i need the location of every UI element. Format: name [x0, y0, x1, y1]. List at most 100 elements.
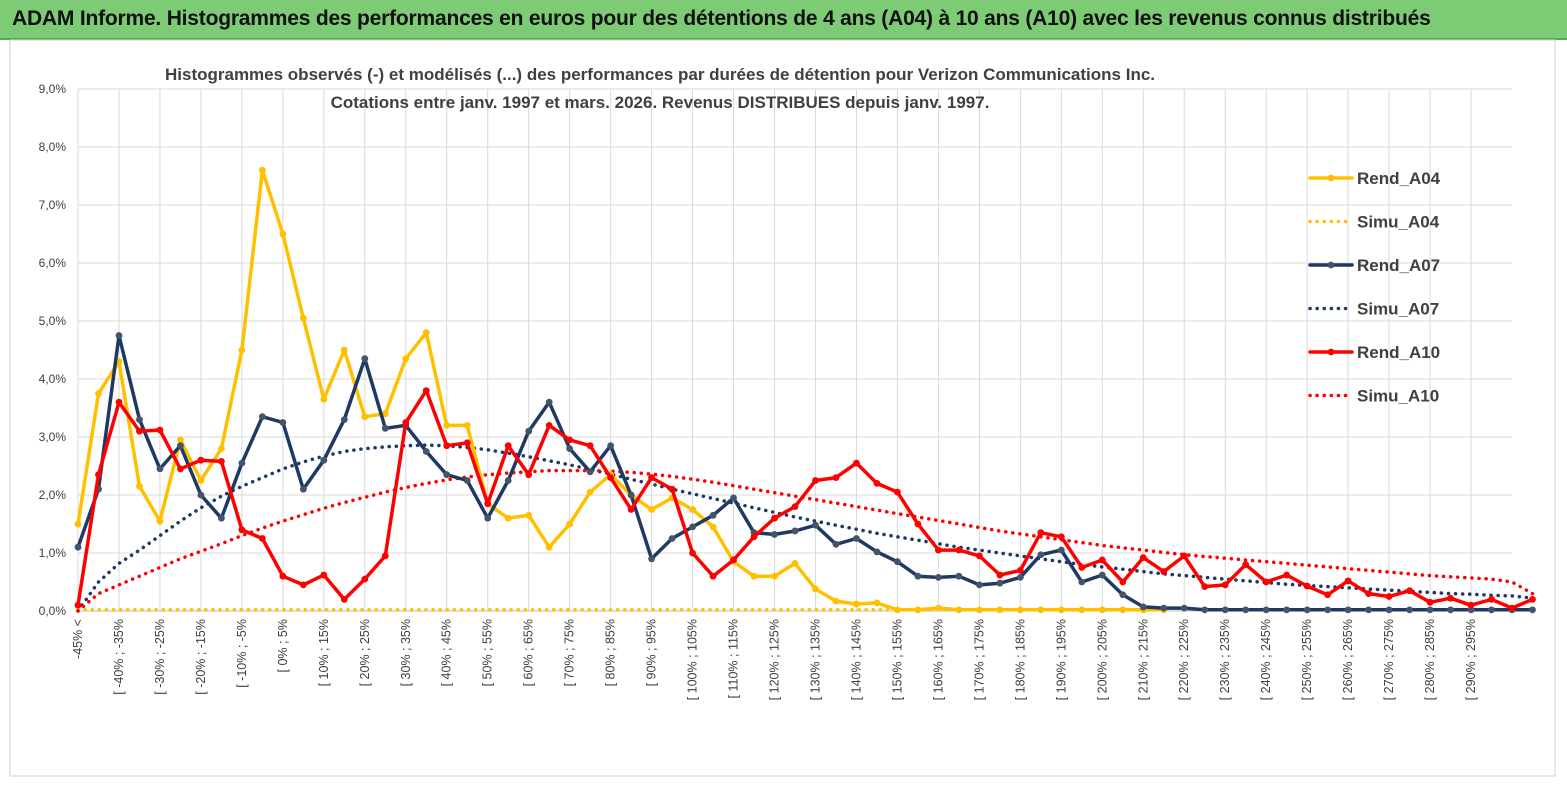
data-point-rend-a10: [935, 546, 942, 554]
y-tick-label: 5,0%: [39, 314, 67, 328]
data-point-rend-a07: [463, 477, 471, 484]
data-point-rend-a10: [1303, 582, 1311, 590]
data-point-rend-a07: [1221, 606, 1229, 614]
x-tick-label: [ 100% ; 105%: [686, 619, 700, 700]
data-point-rend-a10: [1221, 581, 1229, 589]
x-tick-label: [ 110% ; 115%: [727, 619, 741, 698]
x-tick-label: [ 250% ; 255%: [1300, 619, 1314, 700]
data-point-rend-a07: [320, 456, 328, 464]
y-tick-label: 1,0%: [39, 546, 67, 560]
data-point-rend-a04: [812, 585, 819, 593]
data-point-rend-a10: [566, 436, 574, 444]
data-point-rend-a04: [894, 606, 901, 614]
data-point-rend-a10: [709, 572, 717, 580]
data-point-rend-a04: [1016, 606, 1024, 614]
data-point-rend-a10: [95, 471, 102, 479]
data-point-rend-a10: [894, 488, 901, 496]
data-point-rend-a07: [1283, 606, 1291, 614]
data-point-rend-a04: [381, 410, 389, 418]
data-point-rend-a07: [1324, 606, 1332, 614]
data-point-rend-a07: [525, 427, 533, 435]
x-tick-label: [ 30% ; 35%: [399, 619, 413, 686]
data-point-rend-a04: [504, 514, 512, 522]
x-tick-label: [ 160% ; 165%: [931, 619, 945, 700]
data-point-rend-a07: [832, 540, 840, 548]
data-point-rend-a10: [791, 503, 799, 510]
data-point-rend-a04: [791, 560, 799, 567]
x-tick-label: [ 0% ; 5%: [276, 619, 290, 673]
data-point-rend-a10: [627, 506, 635, 513]
data-point-rend-a10: [1201, 583, 1209, 591]
data-point-rend-a10: [1283, 571, 1291, 579]
x-tick-label: [ 220% ; 225%: [1177, 619, 1191, 700]
data-point-rend-a10: [504, 442, 512, 450]
data-point-rend-a10: [1406, 587, 1413, 595]
data-point-rend-a10: [218, 457, 225, 465]
data-point-rend-a07: [156, 465, 164, 473]
data-point-rend-a04: [463, 422, 471, 429]
data-point-rend-a07: [545, 398, 553, 406]
data-point-rend-a04: [750, 572, 758, 580]
data-point-rend-a04: [1078, 606, 1086, 614]
data-point-rend-a07: [136, 416, 143, 423]
legend-label: Rend_A10: [1357, 343, 1440, 362]
data-point-rend-a07: [996, 579, 1004, 587]
data-point-rend-a07: [197, 491, 205, 499]
x-tick-label: [ 120% ; 125%: [768, 619, 782, 700]
legend-marker: [1327, 348, 1335, 356]
data-point-rend-a07: [627, 491, 635, 499]
data-point-rend-a07: [1447, 606, 1454, 614]
data-point-rend-a07: [607, 442, 615, 450]
data-point-rend-a10: [914, 520, 922, 528]
data-point-rend-a07: [218, 514, 225, 522]
data-point-rend-a07: [115, 332, 123, 339]
data-point-rend-a07: [1098, 571, 1106, 579]
data-point-rend-a10: [238, 526, 246, 534]
data-point-rend-a07: [668, 535, 676, 542]
data-point-rend-a07: [299, 485, 307, 493]
data-point-rend-a10: [1385, 593, 1393, 600]
data-point-rend-a10: [443, 442, 451, 450]
data-point-rend-a07: [177, 442, 184, 450]
page-title: ADAM Informe. Histogrammes des performan…: [12, 7, 1431, 30]
data-point-rend-a07: [975, 581, 983, 589]
data-point-rend-a04: [566, 520, 574, 528]
x-tick-label: [ 200% ; 205%: [1095, 619, 1109, 700]
data-point-rend-a04: [771, 572, 778, 580]
data-point-rend-a04: [689, 506, 696, 513]
data-point-rend-a10: [832, 474, 840, 481]
data-point-rend-a07: [238, 459, 246, 467]
data-point-rend-a04: [197, 477, 205, 484]
data-point-rend-a10: [463, 439, 471, 447]
data-point-rend-a04: [340, 346, 348, 354]
x-tick-label: [ 40% ; 45%: [440, 619, 454, 686]
data-point-rend-a10: [299, 581, 307, 589]
x-tick-label: [ 150% ; 155%: [890, 619, 904, 700]
x-tick-label: [ 80% ; 85%: [604, 619, 618, 686]
x-tick-label: -45% <: [71, 619, 85, 659]
data-point-rend-a04: [402, 355, 410, 363]
data-point-rend-a04: [1057, 606, 1065, 614]
data-point-rend-a04: [218, 445, 225, 452]
x-tick-label: [ 170% ; 175%: [972, 619, 986, 700]
data-point-rend-a07: [709, 511, 717, 519]
data-point-rend-a07: [1016, 573, 1024, 581]
series-line-simu-a10: [76, 468, 1535, 613]
data-point-rend-a10: [422, 387, 430, 394]
data-point-rend-a07: [1406, 606, 1413, 614]
data-point-rend-a07: [484, 514, 492, 522]
data-point-rend-a07: [1262, 606, 1270, 614]
legend-marker: [1327, 261, 1335, 269]
data-point-rend-a10: [156, 426, 164, 434]
data-point-rend-a07: [771, 531, 778, 538]
data-point-rend-a10: [1057, 533, 1065, 541]
data-point-rend-a07: [853, 535, 860, 542]
data-point-rend-a07: [1201, 606, 1209, 614]
header-banner: ADAM Informe. Histogrammes des performan…: [0, 0, 1567, 40]
y-tick-label: 0,0%: [39, 604, 67, 618]
data-point-rend-a07: [1242, 606, 1250, 614]
data-point-rend-a10: [730, 556, 737, 564]
data-point-rend-a10: [1180, 552, 1188, 560]
data-point-rend-a07: [1139, 603, 1147, 611]
x-tick-label: [ 240% ; 245%: [1259, 619, 1273, 700]
